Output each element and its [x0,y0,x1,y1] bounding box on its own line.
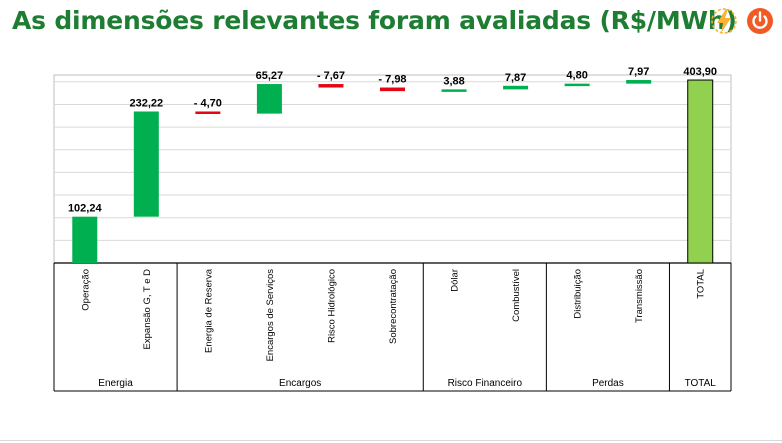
group-label: Encargos [279,378,321,389]
bar-4 [256,84,282,114]
category-label: Dólar [450,269,461,292]
group-label: TOTAL [685,378,717,389]
category-label: Sobrecontratação [388,269,399,344]
bar-6 [380,87,405,92]
bar-value-label: 232,22 [129,97,163,109]
category-label: Encargos de Serviços [265,269,276,362]
footer-divider [0,440,782,441]
bar-value-label: 403,90 [683,66,717,78]
category-label: Operação [80,269,91,311]
category-label: Energia de Reserva [203,268,214,353]
category-label: Combustível [511,269,522,322]
bar-10 [626,80,652,84]
bar-2 [133,111,159,217]
bar-5 [318,84,344,88]
lightning-bolt-icon [711,8,737,34]
group-label: Perdas [592,378,624,389]
category-label: Distribuição [573,269,584,319]
power-icon [747,8,773,34]
bar-value-label: 7,87 [505,72,526,84]
bar-7 [441,89,467,92]
category-label: Risco Hidrológico [326,269,337,343]
bar-value-label: 102,24 [68,203,103,215]
category-label: TOTAL [696,269,707,299]
group-label: Risco Financeiro [448,378,523,389]
bar-value-label: - 4,70 [194,97,222,109]
bar-8 [503,85,529,90]
group-label: Energia [98,378,133,389]
bar-9 [564,83,590,87]
bar-value-label: 65,27 [256,70,284,82]
bar-value-label: 3,88 [443,75,464,87]
bar-value-label: - 7,67 [317,70,345,82]
bar-11 [687,79,714,264]
bar-value-label: 7,97 [628,66,649,78]
bar-value-label: - 7,98 [378,74,406,86]
bar-1 [72,216,98,263]
category-label: Expansão G, T e D [142,269,153,350]
category-label: Transmissão [634,269,645,323]
bar-value-label: 4,80 [566,70,587,82]
page-title: As dimensões relevantes foram avaliadas … [12,6,737,35]
bar-3 [195,111,221,114]
